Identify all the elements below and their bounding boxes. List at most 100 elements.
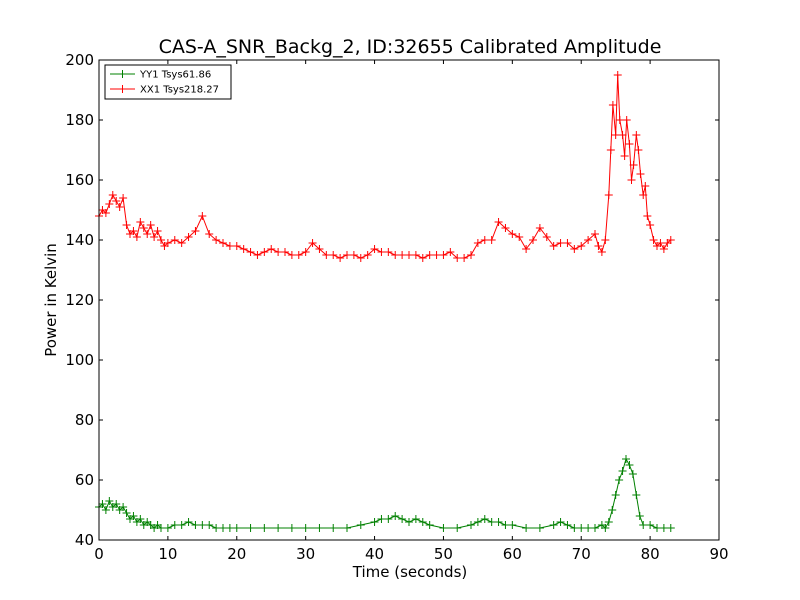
series-0 [95,455,675,532]
data-point [301,524,310,532]
data-point [625,461,634,469]
data-point [418,254,427,262]
series-1 [95,71,675,262]
data-point [119,194,128,202]
data-point [460,254,469,262]
data-point [153,227,162,235]
data-point [632,491,641,499]
data-point [563,521,572,529]
data-point [501,521,510,529]
data-point [632,131,641,139]
data-point [122,509,131,517]
x-tick-label: 60 [503,545,522,563]
data-point [384,248,393,256]
data-point [150,233,159,241]
data-point [232,242,241,250]
data-point [487,236,496,244]
data-point [473,518,482,526]
data-point [405,251,413,259]
data-point [473,239,482,247]
data-point [577,524,586,532]
data-point [453,524,462,532]
data-point [591,230,599,238]
data-point [260,248,269,256]
data-point [594,242,603,250]
data-point [157,236,165,244]
data-point [467,251,475,259]
data-point [370,245,379,253]
data-point [329,251,338,259]
data-point [439,251,448,259]
data-point [205,521,214,529]
data-point [405,518,413,526]
data-point [119,503,128,511]
data-point [315,524,324,532]
data-point [157,524,165,532]
data-point [425,521,434,529]
data-point [105,200,114,208]
data-point [177,521,186,529]
data-point [563,239,572,247]
data-point [597,248,606,256]
data-point [384,515,393,523]
data-point [146,221,155,229]
data-point [112,500,121,508]
data-point [329,524,338,532]
data-point [570,524,579,532]
data-point [139,224,148,232]
data-point [274,248,283,256]
data-point [219,239,227,247]
data-point [591,524,599,532]
data-point [636,170,645,178]
data-point [635,512,644,520]
data-point [98,500,107,508]
data-point [606,146,615,154]
data-point [611,131,620,139]
data-point [618,467,627,475]
data-point [608,101,617,109]
legend-entry: XX1 Tsys218.27 [110,85,219,96]
data-point [108,191,117,199]
data-point [177,239,186,247]
x-axis-label: Time (seconds) [352,563,468,581]
data-point [556,518,565,526]
data-point [467,521,475,529]
data-point [411,515,420,523]
data-point [653,524,661,532]
y-tick-label: 80 [75,411,94,429]
data-point [163,524,172,532]
data-point [542,233,551,241]
data-point [556,239,565,247]
legend-marker [118,70,127,78]
y-tick-label: 140 [65,231,94,249]
data-point [643,212,652,220]
data-point [294,251,303,259]
data-point [253,251,262,259]
data-point [584,236,593,244]
data-point [115,203,124,211]
data-point [411,251,420,259]
data-point [136,218,145,226]
x-tick-label: 30 [296,545,315,563]
x-tick-label: 50 [434,545,453,563]
data-point [625,140,634,148]
data-point [622,116,631,124]
data-point [391,512,400,520]
data-point [343,251,351,259]
data-point [522,245,531,253]
data-point [629,161,638,169]
data-point [432,251,441,259]
data-point [487,518,496,526]
data-point [198,212,207,220]
data-point [260,524,269,532]
series-line-0 [98,457,671,529]
x-tick-label: 40 [365,545,384,563]
data-point [370,518,379,526]
data-point [577,242,586,250]
data-point [322,251,331,259]
data-point [584,524,593,532]
legend-label: YY1 Tsys61.86 [139,70,211,81]
data-point [549,242,558,250]
data-point [184,233,193,241]
data-point [212,236,221,244]
